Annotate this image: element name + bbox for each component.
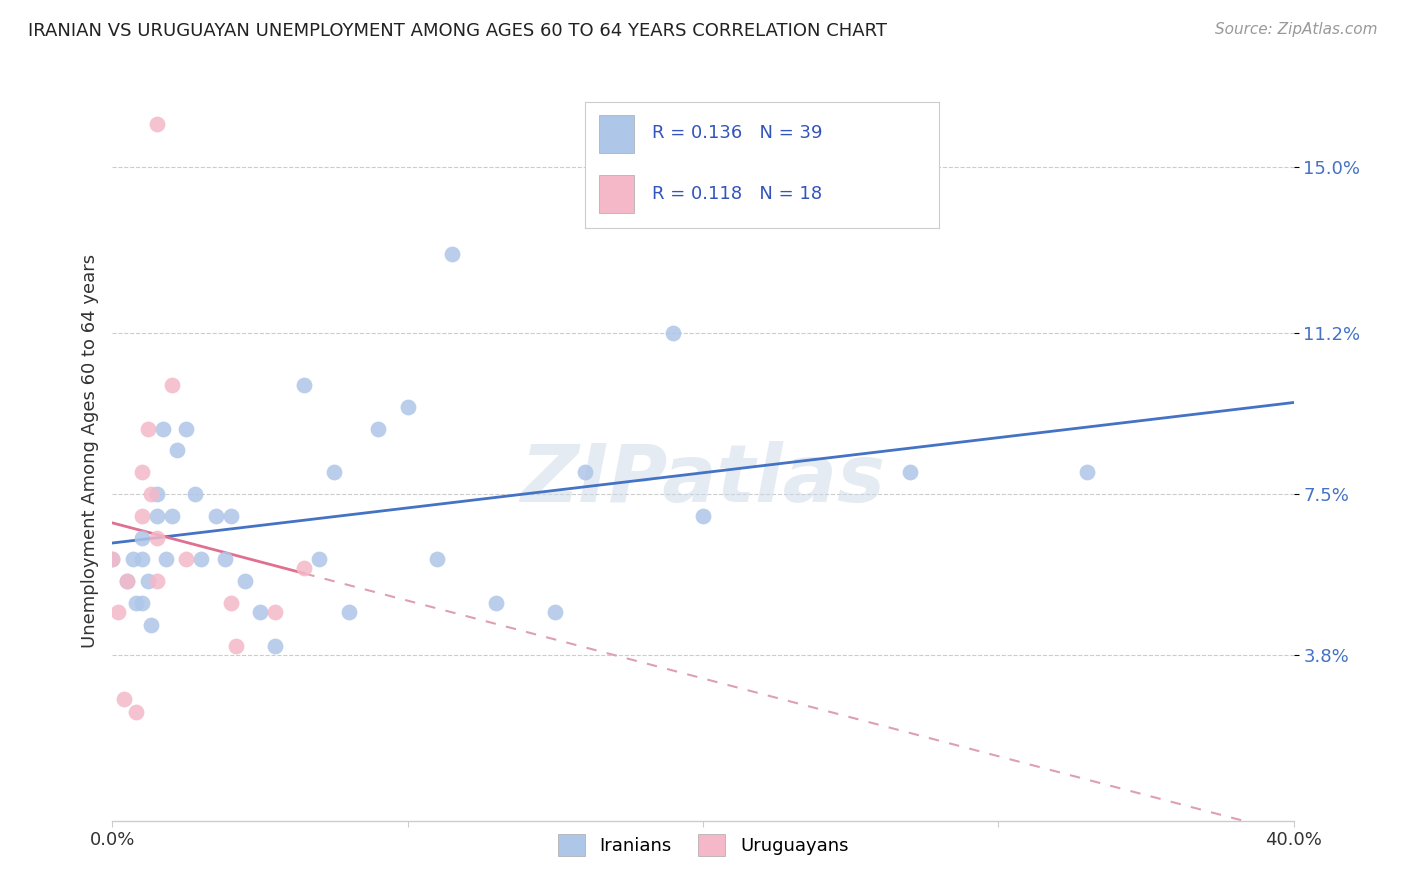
Point (174, 552, 197, 566)
Point (131, 465, 153, 479)
Point (692, 508, 714, 523)
Point (174, 422, 197, 436)
Point (146, 508, 169, 523)
Point (146, 574, 169, 588)
Point (292, 378, 315, 392)
Point (155, 552, 177, 566)
Point (107, 605, 129, 619)
Point (101, 552, 124, 566)
Point (117, 574, 138, 588)
Point (125, 596, 148, 610)
Point (544, 605, 567, 619)
Point (117, 574, 138, 588)
Point (219, 508, 242, 523)
Point (308, 552, 330, 566)
Point (190, 552, 212, 566)
Point (146, 117, 169, 131)
Point (219, 596, 242, 610)
Point (152, 422, 174, 436)
Point (396, 400, 419, 414)
Point (139, 617, 162, 632)
Point (160, 508, 183, 523)
Point (225, 640, 247, 654)
Point (146, 531, 169, 545)
Point (337, 605, 360, 619)
Point (214, 552, 236, 566)
Point (166, 443, 188, 458)
Point (264, 640, 287, 654)
Point (426, 552, 449, 566)
Point (136, 574, 159, 588)
Legend: Iranians, Uruguayans: Iranians, Uruguayans (550, 827, 856, 863)
Point (264, 605, 287, 619)
Point (367, 422, 389, 436)
Point (136, 422, 159, 436)
Point (249, 605, 271, 619)
Point (898, 465, 921, 479)
Point (323, 465, 346, 479)
Point (160, 378, 183, 392)
Point (441, 247, 464, 261)
Y-axis label: Unemployment Among Ages 60 to 64 years: Unemployment Among Ages 60 to 64 years (80, 253, 98, 648)
Point (131, 596, 153, 610)
Point (485, 596, 508, 610)
Point (131, 531, 153, 545)
Point (112, 691, 135, 706)
Text: IRANIAN VS URUGUAYAN UNEMPLOYMENT AMONG AGES 60 TO 64 YEARS CORRELATION CHART: IRANIAN VS URUGUAYAN UNEMPLOYMENT AMONG … (28, 22, 887, 40)
Text: Source: ZipAtlas.com: Source: ZipAtlas.com (1215, 22, 1378, 37)
Point (184, 487, 207, 501)
Point (662, 326, 685, 340)
Text: ZIPatlas: ZIPatlas (520, 441, 886, 519)
Point (125, 705, 148, 719)
Point (122, 552, 145, 566)
Point (139, 487, 162, 501)
Point (233, 574, 256, 588)
Point (1076, 465, 1098, 479)
Point (101, 552, 124, 566)
Point (292, 561, 315, 575)
Point (146, 487, 169, 501)
Point (205, 508, 228, 523)
Point (574, 465, 596, 479)
Point (131, 552, 153, 566)
Point (131, 508, 153, 523)
